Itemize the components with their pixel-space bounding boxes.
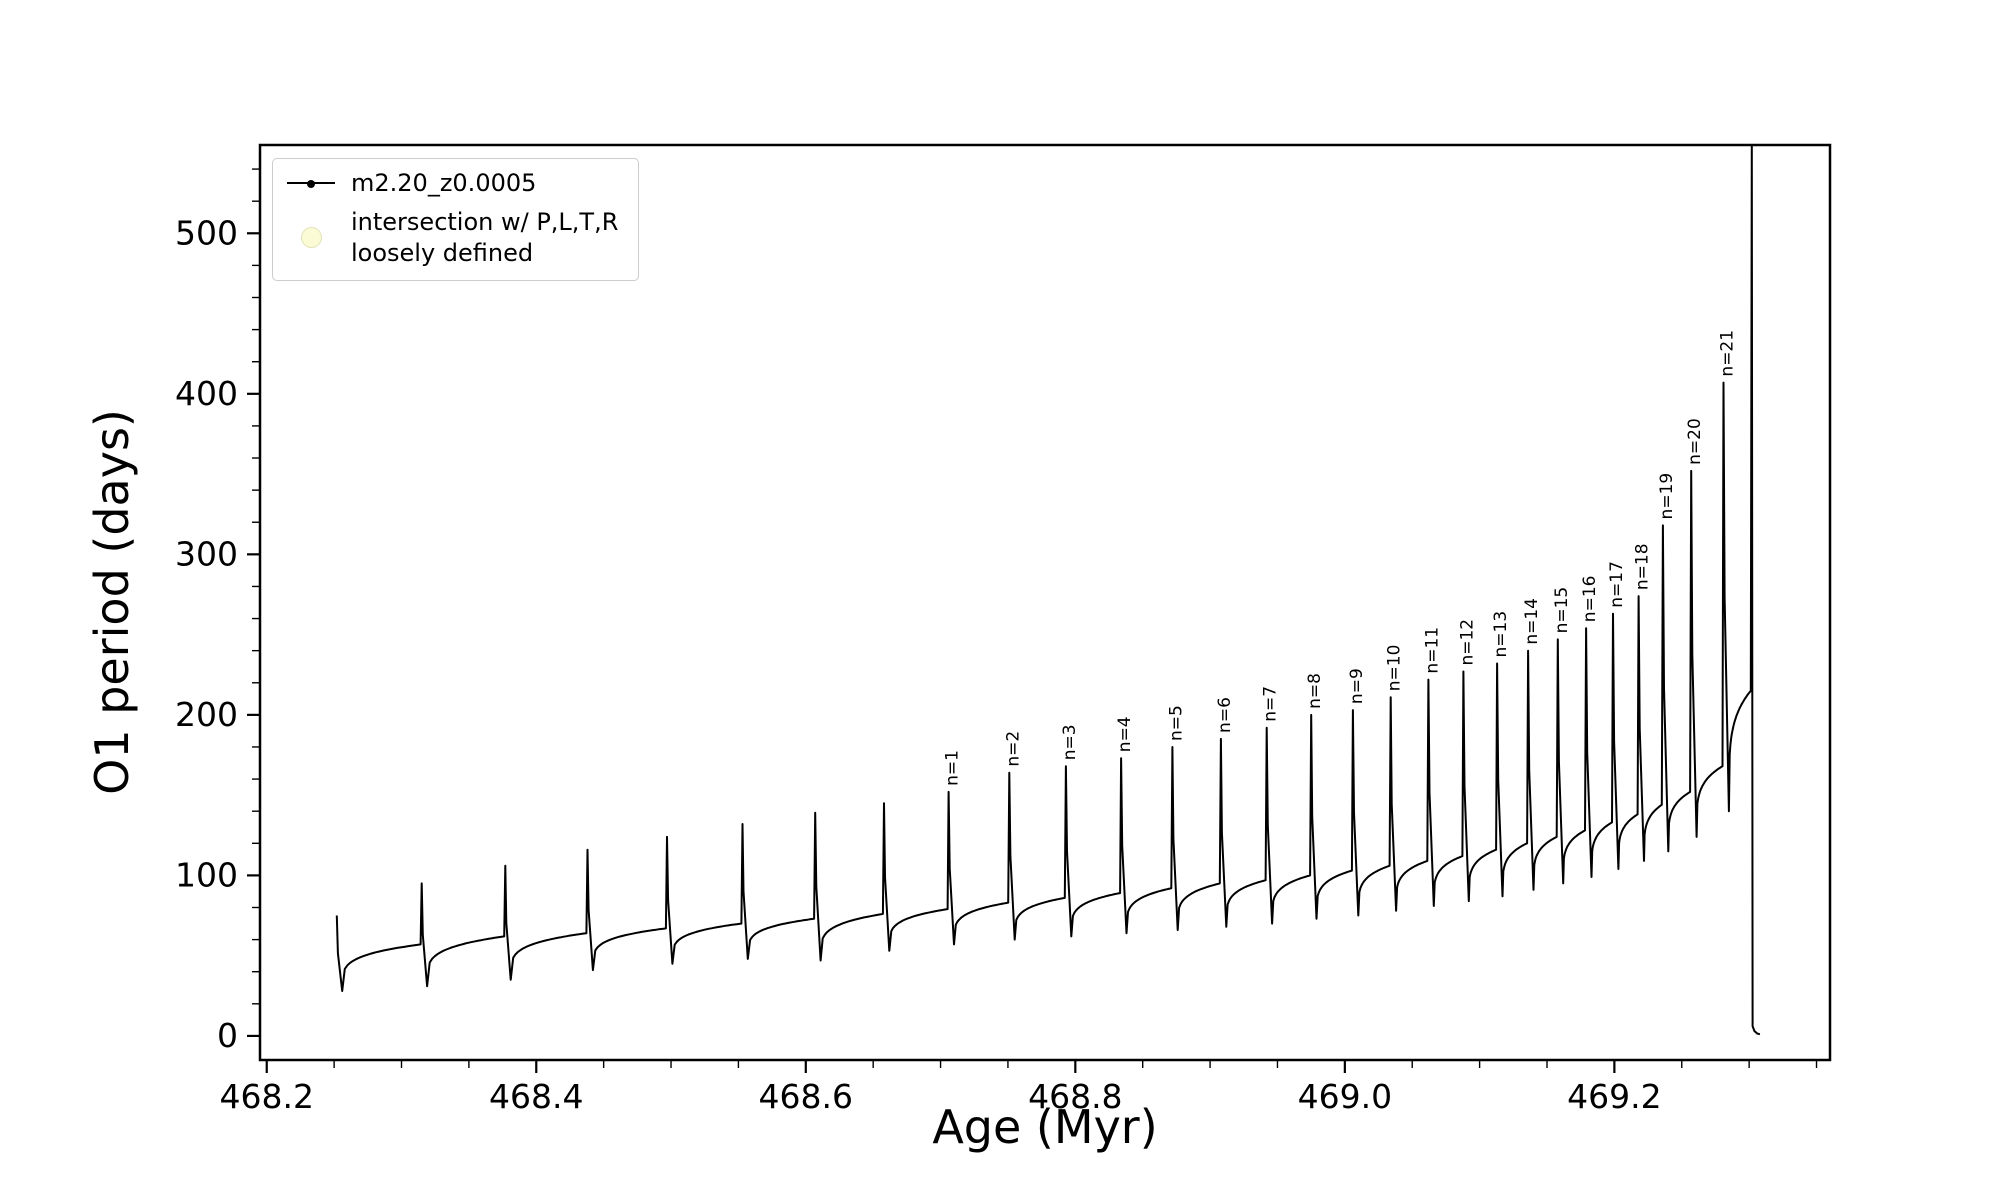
x-axis-label: Age (Myr) xyxy=(932,1100,1158,1154)
spike-annotation: n=5 xyxy=(1166,705,1186,741)
x-tick-label: 468.4 xyxy=(489,1077,583,1116)
x-tick-label: 468.8 xyxy=(1028,1077,1122,1116)
spike-annotation: n=21 xyxy=(1718,330,1738,377)
spike-annotation: n=19 xyxy=(1657,473,1677,520)
spike-annotation: n=20 xyxy=(1685,418,1705,465)
y-tick-label: 300 xyxy=(175,534,238,573)
spike-annotation: n=1 xyxy=(943,750,963,786)
spike-annotation: n=11 xyxy=(1422,627,1442,674)
x-tick-label: 468.6 xyxy=(759,1077,853,1116)
y-axis-label: O1 period (days) xyxy=(85,409,139,795)
spike-annotation: n=16 xyxy=(1580,576,1600,623)
y-tick-label: 500 xyxy=(175,213,238,252)
spike-annotation: n=9 xyxy=(1347,668,1367,704)
axes-spines xyxy=(258,143,1832,1062)
intersection-marker-wrap xyxy=(287,227,335,249)
series-line xyxy=(335,145,1761,1036)
x-tick-label: 469.0 xyxy=(1298,1077,1392,1116)
spike-annotation: n=17 xyxy=(1607,561,1627,608)
x-tick-label: 468.2 xyxy=(219,1077,313,1116)
spike-annotation: n=4 xyxy=(1115,716,1135,752)
legend-entry-series: m2.20_z0.0005 xyxy=(287,169,618,197)
spike-annotation: n=3 xyxy=(1060,724,1080,760)
intersection-marker-icon xyxy=(300,227,322,249)
legend-series-label: m2.20_z0.0005 xyxy=(351,169,537,197)
y-tick-labels: 0 100 200 300 400 500 xyxy=(175,213,238,1055)
spike-annotation: n=12 xyxy=(1457,619,1477,666)
series-line-marker-icon xyxy=(287,180,335,188)
spike-annotation: n=6 xyxy=(1215,697,1235,733)
y-tick-label: 200 xyxy=(175,695,238,734)
spike-annotation: n=8 xyxy=(1305,673,1325,709)
axis-ticks xyxy=(247,168,1818,1073)
spike-annotation: n=18 xyxy=(1633,543,1653,590)
legend-intersection-label: intersection w/ P,L,T,R loosely defined xyxy=(351,207,618,268)
legend-intersection-line1: intersection w/ P,L,T,R xyxy=(351,208,619,236)
y-tick-label: 0 xyxy=(217,1016,238,1055)
legend-entry-intersection: intersection w/ P,L,T,R loosely defined xyxy=(287,207,618,268)
spike-annotations: n=1 n=2 n=3 n=4 n=5 n=6 n=7 n=8 n=9 n=10 n=11 n=12 n… xyxy=(943,330,1738,786)
spike-annotation: n=7 xyxy=(1261,686,1281,722)
legend: m2.20_z0.0005 intersection w/ P,L,T,R lo… xyxy=(272,158,640,282)
spike-annotation: n=13 xyxy=(1491,611,1511,658)
spike-annotation: n=14 xyxy=(1522,598,1542,645)
x-tick-labels: 468.2 468.4 468.6 468.8 469.0 469.2 xyxy=(219,1077,1661,1116)
spike-annotation: n=15 xyxy=(1552,587,1572,634)
spike-annotation: n=10 xyxy=(1385,645,1405,692)
y-tick-label: 400 xyxy=(175,374,238,413)
legend-intersection-line2: loosely defined xyxy=(351,238,534,267)
spike-annotation: n=2 xyxy=(1003,731,1023,767)
y-tick-label: 100 xyxy=(175,855,238,894)
x-tick-label: 469.2 xyxy=(1567,1077,1661,1116)
